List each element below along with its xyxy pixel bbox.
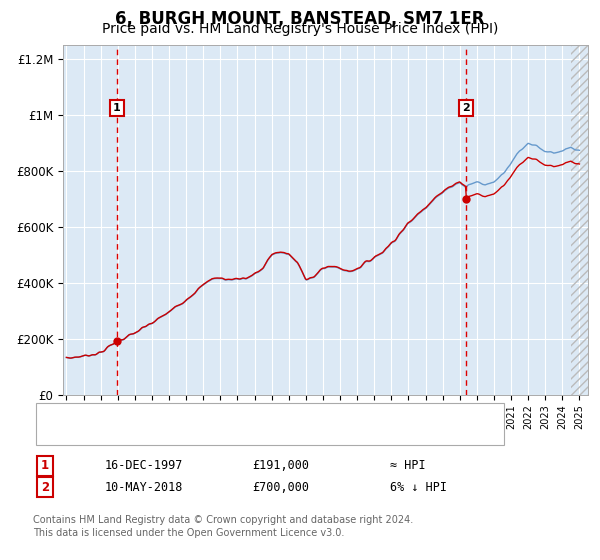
Text: 6, BURGH MOUNT, BANSTEAD, SM7 1ER: 6, BURGH MOUNT, BANSTEAD, SM7 1ER (115, 10, 485, 28)
Text: 2: 2 (41, 480, 49, 494)
Text: £191,000: £191,000 (252, 459, 309, 473)
Text: 6% ↓ HPI: 6% ↓ HPI (390, 480, 447, 494)
Text: 2: 2 (462, 103, 470, 113)
Text: 1: 1 (113, 103, 121, 113)
Text: 6, BURGH MOUNT, BANSTEAD, SM7 1ER (detached house): 6, BURGH MOUNT, BANSTEAD, SM7 1ER (detac… (96, 410, 421, 420)
Text: ≈ HPI: ≈ HPI (390, 459, 425, 473)
Text: 16-DEC-1997: 16-DEC-1997 (105, 459, 184, 473)
Text: £700,000: £700,000 (252, 480, 309, 494)
Text: 1: 1 (41, 459, 49, 473)
Text: Price paid vs. HM Land Registry's House Price Index (HPI): Price paid vs. HM Land Registry's House … (102, 22, 498, 36)
Text: 10-MAY-2018: 10-MAY-2018 (105, 480, 184, 494)
Text: HPI: Average price, detached house, Reigate and Banstead: HPI: Average price, detached house, Reig… (96, 428, 425, 438)
Text: This data is licensed under the Open Government Licence v3.0.: This data is licensed under the Open Gov… (33, 528, 344, 538)
Bar (571, 45, 588, 395)
Text: Contains HM Land Registry data © Crown copyright and database right 2024.: Contains HM Land Registry data © Crown c… (33, 515, 413, 525)
